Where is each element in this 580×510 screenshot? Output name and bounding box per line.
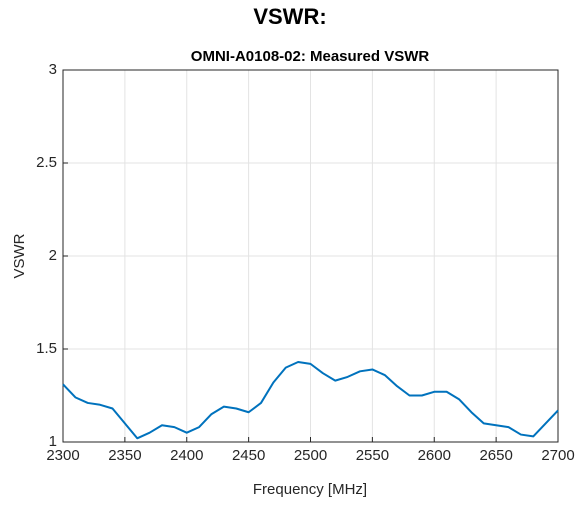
y-tick-label: 1: [49, 433, 57, 450]
x-tick-label: 2550: [356, 447, 389, 464]
heading: VSWR:: [253, 4, 326, 29]
x-axis-label: Frequency [MHz]: [253, 481, 367, 498]
chart-title: OMNI-A0108-02: Measured VSWR: [191, 48, 430, 65]
x-tick-label: 2700: [541, 447, 574, 464]
x-tick-label: 2300: [46, 447, 79, 464]
y-tick-label: 2.5: [36, 154, 57, 171]
x-tick-label: 2400: [170, 447, 203, 464]
plot-frame: [62, 69, 559, 443]
x-tick-label: 2650: [479, 447, 512, 464]
y-tick-label: 2: [49, 247, 57, 264]
x-tick-label: 2350: [108, 447, 141, 464]
y-tick-label: 1.5: [36, 340, 57, 357]
x-tick-label: 2500: [294, 447, 327, 464]
x-tick-label: 2450: [232, 447, 265, 464]
data-line: [62, 361, 559, 440]
y-tick-label: 3: [49, 61, 57, 78]
y-axis-label: VSWR: [11, 233, 28, 278]
x-tick-label: 2600: [418, 447, 451, 464]
